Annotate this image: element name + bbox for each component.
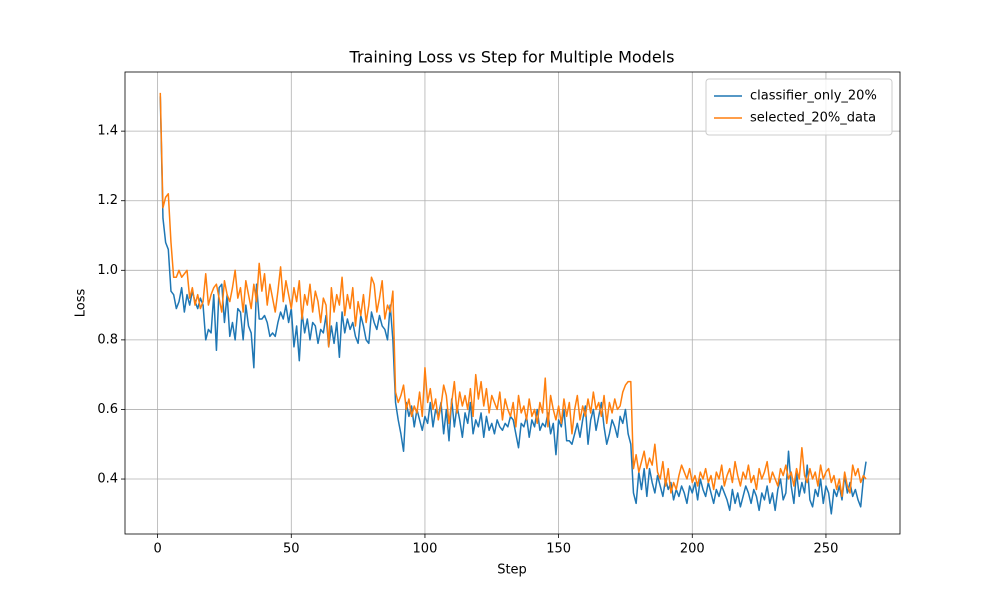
chart-title: Training Loss vs Step for Multiple Model… [349,48,675,67]
y-tick-label: 0.8 [97,332,118,347]
x-tick-label: 200 [680,542,705,557]
x-axis-label: Step [497,563,527,578]
x-tick-label: 100 [413,542,438,557]
y-tick-label: 0.4 [97,472,118,487]
x-tick-label: 150 [546,542,571,557]
x-tick-label: 250 [814,542,839,557]
x-tick-label: 50 [283,542,300,557]
y-tick-label: 1.0 [97,263,118,278]
y-axis-label: Loss [74,289,89,318]
line-series [159,92,867,498]
legend-label: selected_20%_data [750,111,876,126]
legend-box [705,78,893,136]
line-series [159,96,867,515]
y-tick-label: 0.6 [97,402,118,417]
x-tick-label: 0 [153,542,161,557]
y-tick-label: 1.2 [97,193,118,208]
legend-label: classifier_only_20% [750,89,877,104]
y-tick-label: 1.4 [97,124,118,139]
plot-frame [124,71,901,535]
